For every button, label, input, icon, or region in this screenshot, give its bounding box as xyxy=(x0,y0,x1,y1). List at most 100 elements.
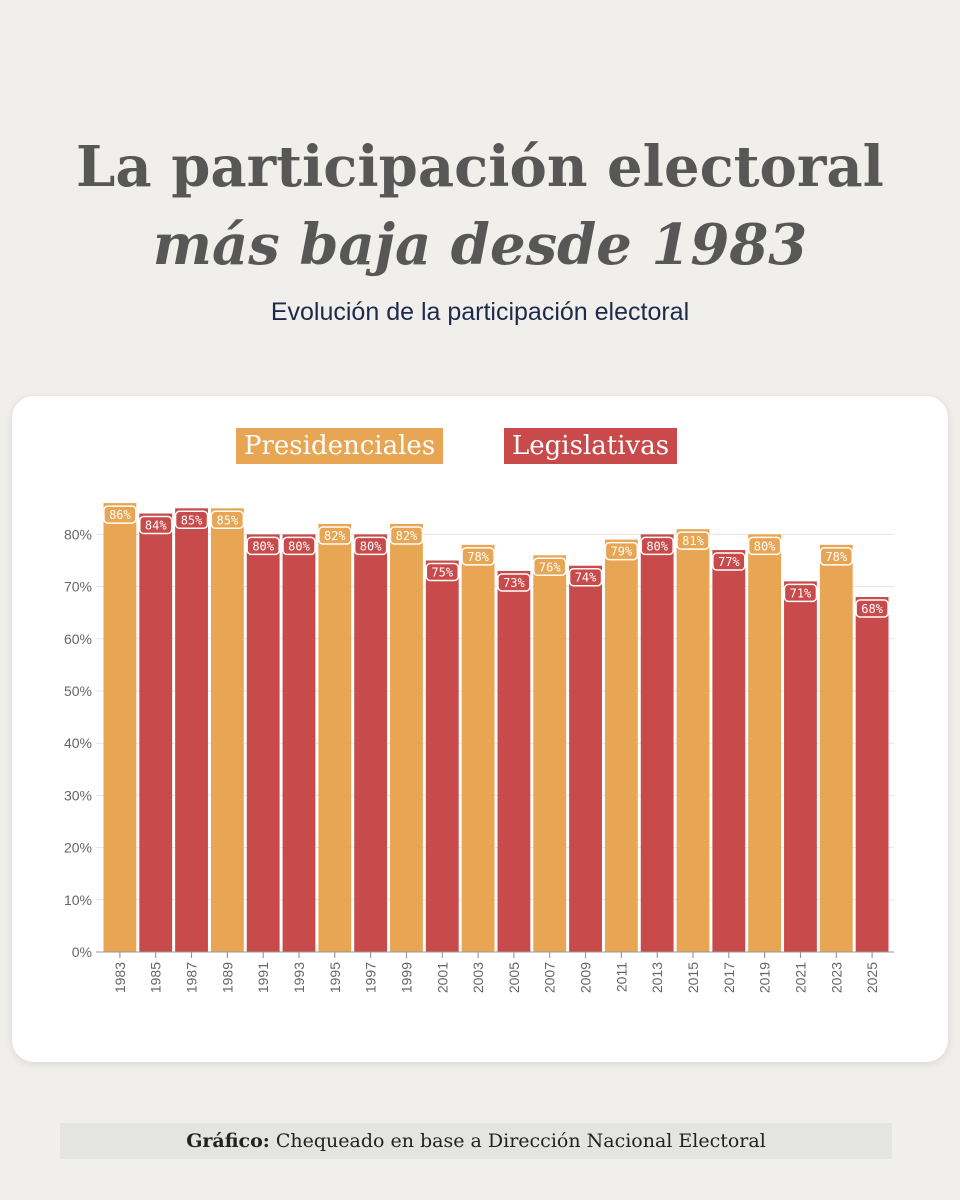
data-label-box xyxy=(676,531,710,550)
x-tick-label: 1991 xyxy=(255,962,271,993)
x-tick-label: 2025 xyxy=(864,962,880,993)
bar xyxy=(461,544,495,952)
x-tick-label: 2011 xyxy=(613,962,629,992)
data-label-box xyxy=(210,510,245,530)
x-tick-label: 2017 xyxy=(721,962,737,993)
data-label: 82% xyxy=(324,529,346,543)
data-label-box xyxy=(174,510,209,530)
source-footer: Gráfico: Chequeado en base a Dirección N… xyxy=(60,1123,892,1159)
bar xyxy=(497,570,531,952)
x-tick-label: 2001 xyxy=(434,962,450,993)
x-tick-label: 1989 xyxy=(219,962,235,993)
data-label-box xyxy=(712,552,746,571)
bar xyxy=(210,508,244,952)
data-label: 82% xyxy=(396,529,418,543)
x-tick-label: 1995 xyxy=(327,962,343,993)
x-tick-label: 2007 xyxy=(542,962,558,993)
x-tick-label: 2019 xyxy=(757,962,773,993)
y-tick-label: 60% xyxy=(64,631,92,647)
data-label: 80% xyxy=(288,539,310,553)
data-label-box xyxy=(604,541,639,561)
x-tick-label: 2021 xyxy=(792,962,808,993)
page-title: La participación electoral más baja desd… xyxy=(0,128,960,284)
bar xyxy=(640,534,674,952)
data-label: 74% xyxy=(575,571,597,585)
data-label: 84% xyxy=(145,519,167,533)
y-tick-label: 40% xyxy=(64,735,92,751)
data-label: 80% xyxy=(754,539,776,553)
bar xyxy=(390,523,423,952)
data-label-box xyxy=(282,536,316,556)
bar xyxy=(712,550,746,952)
bar xyxy=(819,544,853,952)
x-tick-label: 1999 xyxy=(398,962,414,993)
data-label-box xyxy=(819,547,854,566)
data-label-box xyxy=(138,515,173,535)
x-tick-label: 2003 xyxy=(470,962,486,993)
bar xyxy=(139,513,173,952)
y-tick-label: 50% xyxy=(64,683,92,699)
bar xyxy=(354,534,388,952)
bar xyxy=(855,597,889,952)
data-label: 85% xyxy=(217,513,239,527)
data-label: 78% xyxy=(825,550,847,564)
y-tick-label: 80% xyxy=(64,526,92,542)
data-label-box xyxy=(103,505,137,524)
data-label: 80% xyxy=(360,539,382,553)
source-label: Gráfico: xyxy=(186,1130,270,1152)
data-label-box xyxy=(640,536,674,556)
bar xyxy=(604,539,638,952)
data-label-box xyxy=(747,536,782,556)
y-tick-label: 10% xyxy=(64,892,92,908)
data-label: 80% xyxy=(646,539,668,553)
bar xyxy=(748,534,782,952)
data-label: 86% xyxy=(109,508,131,522)
x-tick-label: 2023 xyxy=(828,962,844,993)
data-label: 79% xyxy=(611,545,633,559)
legend-legislativas: Legislativas xyxy=(504,428,678,464)
data-label: 73% xyxy=(503,576,525,590)
data-label-box xyxy=(783,583,818,603)
y-tick-label: 70% xyxy=(64,579,92,595)
data-label-box xyxy=(532,557,567,577)
data-label-box xyxy=(246,536,280,556)
data-label-box xyxy=(855,599,889,618)
x-tick-label: 1997 xyxy=(363,962,379,993)
bar xyxy=(425,560,459,952)
x-tick-label: 1985 xyxy=(148,962,164,993)
bar xyxy=(784,581,817,952)
x-tick-label: 1987 xyxy=(184,962,200,993)
title-line-1: La participación electoral xyxy=(76,134,884,200)
data-label-box xyxy=(568,567,603,587)
data-label-box xyxy=(497,573,531,592)
bar xyxy=(533,555,567,952)
data-label: 78% xyxy=(467,550,489,564)
x-tick-label: 2015 xyxy=(685,962,701,993)
bar xyxy=(569,565,602,952)
chart-subtitle: Evolución de la participación electoral xyxy=(270,298,690,326)
y-tick-label: 0% xyxy=(72,944,92,960)
data-label: 75% xyxy=(431,566,453,580)
data-label-box xyxy=(425,562,460,582)
bar xyxy=(246,534,280,952)
data-label: 71% xyxy=(790,586,812,600)
y-tick-label: 30% xyxy=(64,787,92,803)
bar xyxy=(103,503,137,952)
x-tick-label: 2013 xyxy=(649,962,665,993)
source-text: Chequeado en base a Dirección Nacional E… xyxy=(275,1130,766,1152)
x-tick-label: 1993 xyxy=(291,962,307,993)
data-label: 76% xyxy=(539,560,561,574)
x-tick-label: 2009 xyxy=(578,962,594,993)
data-label: 81% xyxy=(682,534,704,548)
x-tick-label: 1983 xyxy=(112,962,128,993)
y-tick-label: 20% xyxy=(64,840,92,856)
data-label: 68% xyxy=(861,602,883,616)
data-label-box xyxy=(389,526,424,545)
bar xyxy=(175,508,208,952)
data-label: 85% xyxy=(181,513,203,527)
legend-presidenciales: Presidenciales xyxy=(236,428,444,464)
bar xyxy=(676,529,710,952)
bar xyxy=(318,523,352,952)
data-label-box xyxy=(318,526,352,545)
